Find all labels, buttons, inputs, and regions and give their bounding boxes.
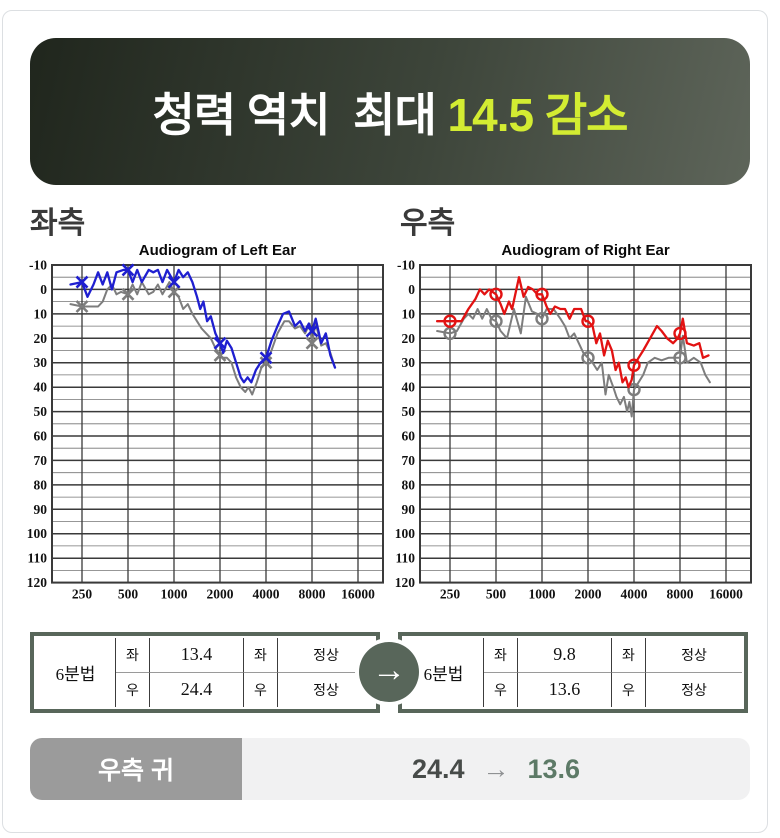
audiogram-left-chart: -10 0 10 20 30 40 50 60 70 80 90 100 110 120 250 500 100… — [27, 242, 384, 602]
svg-text:20: 20 — [34, 331, 48, 346]
svg-text:1000: 1000 — [529, 587, 556, 602]
svg-text:8000: 8000 — [667, 587, 694, 602]
section-label-right: 우측 — [400, 207, 456, 240]
svg-text:8000: 8000 — [299, 587, 326, 602]
svg-text:10: 10 — [34, 306, 48, 321]
audiogram-right-ear: -10 0 10 20 30 40 50 60 70 80 90 100 110 120 250 500 100… — [390, 238, 766, 610]
arrow-right-icon: → — [482, 753, 510, 784]
side-label: 좌 — [612, 638, 646, 673]
side-label: 우 — [484, 672, 518, 707]
threshold-value: 9.8 — [518, 638, 612, 673]
threshold-value: 24.4 — [150, 672, 244, 707]
summary-values: 24.4 → 13.6 — [242, 738, 750, 800]
side-label: 좌 — [116, 638, 150, 673]
method-label: 6분법 — [36, 638, 116, 707]
svg-text:Audiogram of Right Ear: Audiogram of Right Ear — [501, 242, 669, 259]
svg-text:70: 70 — [34, 453, 48, 468]
svg-text:30: 30 — [34, 355, 48, 370]
svg-text:1000: 1000 — [161, 587, 188, 602]
summary-bar: 우측 귀 24.4 → 13.6 — [30, 738, 750, 800]
arrow-right-icon: → — [372, 651, 406, 689]
svg-text:0: 0 — [40, 282, 47, 297]
summary-after-value: 13.6 — [527, 753, 581, 784]
status-value: 정상 — [313, 683, 339, 699]
svg-text:120: 120 — [395, 575, 416, 590]
svg-text:10: 10 — [402, 306, 416, 321]
svg-text:0: 0 — [408, 282, 415, 297]
svg-text:4000: 4000 — [621, 587, 648, 602]
svg-text:16000: 16000 — [709, 587, 743, 602]
svg-text:100: 100 — [395, 526, 416, 541]
svg-text:40: 40 — [34, 380, 48, 395]
audiogram-right-chart: -10 0 10 20 30 40 50 60 70 80 90 100 110 120 250 500 100… — [395, 242, 752, 602]
headline-banner: 청력 역치 최대 14.5 감소 — [30, 38, 750, 185]
svg-text:70: 70 — [402, 453, 416, 468]
svg-text:40: 40 — [402, 380, 416, 395]
summary-label: 우측 귀 — [30, 738, 242, 800]
svg-text:50: 50 — [34, 404, 48, 419]
before-after-arrow-badge: → — [359, 642, 419, 702]
svg-text:20: 20 — [402, 331, 416, 346]
svg-text:500: 500 — [486, 587, 507, 602]
svg-text:90: 90 — [34, 502, 48, 517]
section-label-left: 좌측 — [30, 207, 86, 240]
svg-text:120: 120 — [27, 575, 48, 590]
svg-text:-10: -10 — [397, 258, 415, 273]
threshold-value: 13.4 — [150, 638, 244, 673]
headline-text: 청력 역치 최대 — [152, 88, 448, 141]
svg-text:100: 100 — [27, 526, 48, 541]
side-label: 우 — [244, 672, 278, 707]
svg-text:60: 60 — [402, 429, 416, 444]
svg-text:2000: 2000 — [207, 587, 234, 602]
summary-before-value: 24.4 — [411, 753, 465, 784]
headline-highlight: 14.5 감소 — [447, 88, 629, 141]
svg-text:16000: 16000 — [341, 587, 375, 602]
svg-text:110: 110 — [27, 551, 47, 566]
result-table-before: 6분법 좌 13.4 좌 정상 우 24.4 우 정상 — [30, 632, 380, 713]
svg-text:60: 60 — [34, 429, 48, 444]
svg-text:-10: -10 — [29, 258, 47, 273]
svg-text:Audiogram of Left Ear: Audiogram of Left Ear — [139, 242, 297, 259]
svg-text:80: 80 — [402, 477, 416, 492]
svg-text:250: 250 — [440, 587, 461, 602]
svg-text:500: 500 — [118, 587, 139, 602]
svg-text:30: 30 — [402, 355, 416, 370]
side-label: 좌 — [244, 638, 278, 673]
status-value: 정상 — [278, 638, 374, 673]
status-value: 정상 — [646, 638, 742, 673]
svg-text:90: 90 — [402, 502, 416, 517]
audiogram-left-ear: -10 0 10 20 30 40 50 60 70 80 90 100 110 120 250 500 100… — [22, 238, 398, 610]
method-label: 6분법 — [404, 638, 484, 707]
svg-text:4000: 4000 — [253, 587, 280, 602]
status-value: 정상 — [681, 683, 707, 699]
svg-text:50: 50 — [402, 404, 416, 419]
svg-text:250: 250 — [72, 587, 93, 602]
side-label: 좌 — [484, 638, 518, 673]
result-table-after: 6분법 좌 9.8 좌 정상 우 13.6 우 정상 — [398, 632, 748, 713]
svg-text:2000: 2000 — [575, 587, 602, 602]
threshold-value: 13.6 — [518, 672, 612, 707]
svg-text:80: 80 — [34, 477, 48, 492]
side-label: 우 — [116, 672, 150, 707]
svg-text:110: 110 — [395, 551, 415, 566]
side-label: 우 — [612, 672, 646, 707]
